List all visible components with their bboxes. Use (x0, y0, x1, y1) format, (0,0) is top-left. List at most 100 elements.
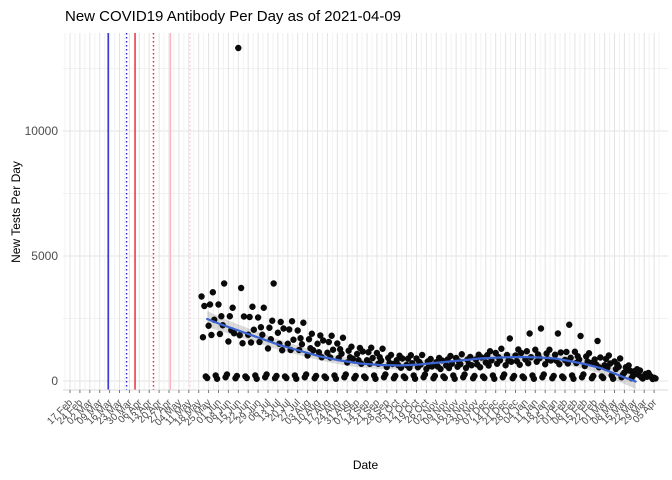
data-point (215, 301, 222, 308)
data-point (427, 355, 434, 363)
data-point (418, 351, 426, 359)
data-point (352, 372, 359, 380)
data-point (498, 345, 505, 352)
data-point (247, 339, 255, 346)
data-point (379, 345, 386, 352)
data-point (253, 375, 260, 382)
data-point (458, 351, 465, 358)
data-point (590, 372, 597, 380)
data-point (229, 304, 236, 311)
data-point (560, 374, 567, 382)
data-point (329, 346, 337, 353)
data-point (615, 363, 622, 370)
data-point (594, 337, 601, 345)
data-point (218, 313, 225, 320)
data-point (523, 348, 531, 355)
data-point (332, 375, 340, 382)
data-point (243, 374, 250, 382)
data-point (297, 335, 304, 342)
data-point (315, 349, 323, 356)
data-point (240, 313, 248, 320)
data-point (359, 348, 366, 355)
y-tick-label: 10000 (25, 124, 59, 138)
y-tick-label: 5000 (31, 249, 58, 263)
data-point (263, 371, 270, 378)
data-point (451, 375, 458, 382)
data-point (199, 334, 207, 341)
data-point (532, 346, 539, 353)
data-point (312, 372, 320, 380)
data-point (486, 348, 494, 355)
data-point (566, 321, 573, 328)
data-point (208, 331, 215, 339)
data-point (399, 355, 406, 362)
data-point (302, 371, 310, 378)
data-point (625, 362, 632, 369)
data-point (280, 325, 287, 332)
data-point (249, 303, 256, 310)
data-point (550, 372, 557, 380)
data-point (510, 372, 518, 380)
data-point (328, 332, 335, 339)
data-point (526, 330, 533, 337)
data-point (652, 375, 659, 382)
data-point (223, 371, 231, 378)
smooth-line (206, 317, 637, 383)
data-point (461, 371, 468, 378)
data-point (317, 332, 324, 339)
data-point (421, 371, 429, 378)
data-point (447, 352, 454, 360)
data-point (542, 361, 549, 368)
data-point (506, 335, 514, 342)
data-point (392, 372, 399, 380)
chart-title: New COVID19 Antibody Per Day as of 2021-… (65, 8, 402, 25)
data-point (441, 374, 448, 382)
data-point (266, 324, 273, 331)
data-point (428, 363, 436, 370)
data-point (577, 332, 584, 340)
data-point (216, 330, 224, 338)
data-point (554, 330, 562, 337)
data-point (209, 289, 217, 296)
data-point (485, 362, 492, 369)
data-point (319, 337, 327, 344)
data-point (288, 318, 296, 325)
data-point (557, 349, 564, 356)
data-point (308, 330, 316, 337)
data-point (314, 340, 321, 347)
data-point (300, 319, 307, 326)
data-point (540, 371, 547, 378)
data-point (274, 329, 282, 336)
data-point (256, 338, 263, 346)
y-tick-label: 0 (51, 374, 58, 388)
data-point (551, 351, 559, 358)
data-point (205, 322, 212, 329)
data-point (468, 362, 475, 369)
data-point (293, 375, 300, 382)
data-point (537, 325, 545, 332)
data-point (270, 280, 277, 287)
data-point (369, 354, 376, 362)
data-point (546, 346, 553, 353)
data-point (239, 340, 246, 347)
data-point (471, 372, 478, 380)
data-point (250, 326, 258, 333)
data-point (517, 349, 525, 357)
data-point (259, 331, 266, 338)
data-point (305, 336, 313, 343)
data-point (233, 372, 241, 380)
data-point (585, 350, 593, 357)
data-point (500, 371, 508, 378)
data-point (520, 374, 528, 382)
data-point (496, 357, 504, 364)
data-point (294, 327, 301, 334)
data-point (411, 375, 419, 382)
data-point (278, 347, 286, 354)
data-point (563, 348, 570, 356)
data-point (575, 356, 583, 363)
data-point (616, 355, 624, 362)
data-point (353, 350, 361, 358)
data-point (254, 314, 262, 321)
data-point (257, 324, 265, 331)
